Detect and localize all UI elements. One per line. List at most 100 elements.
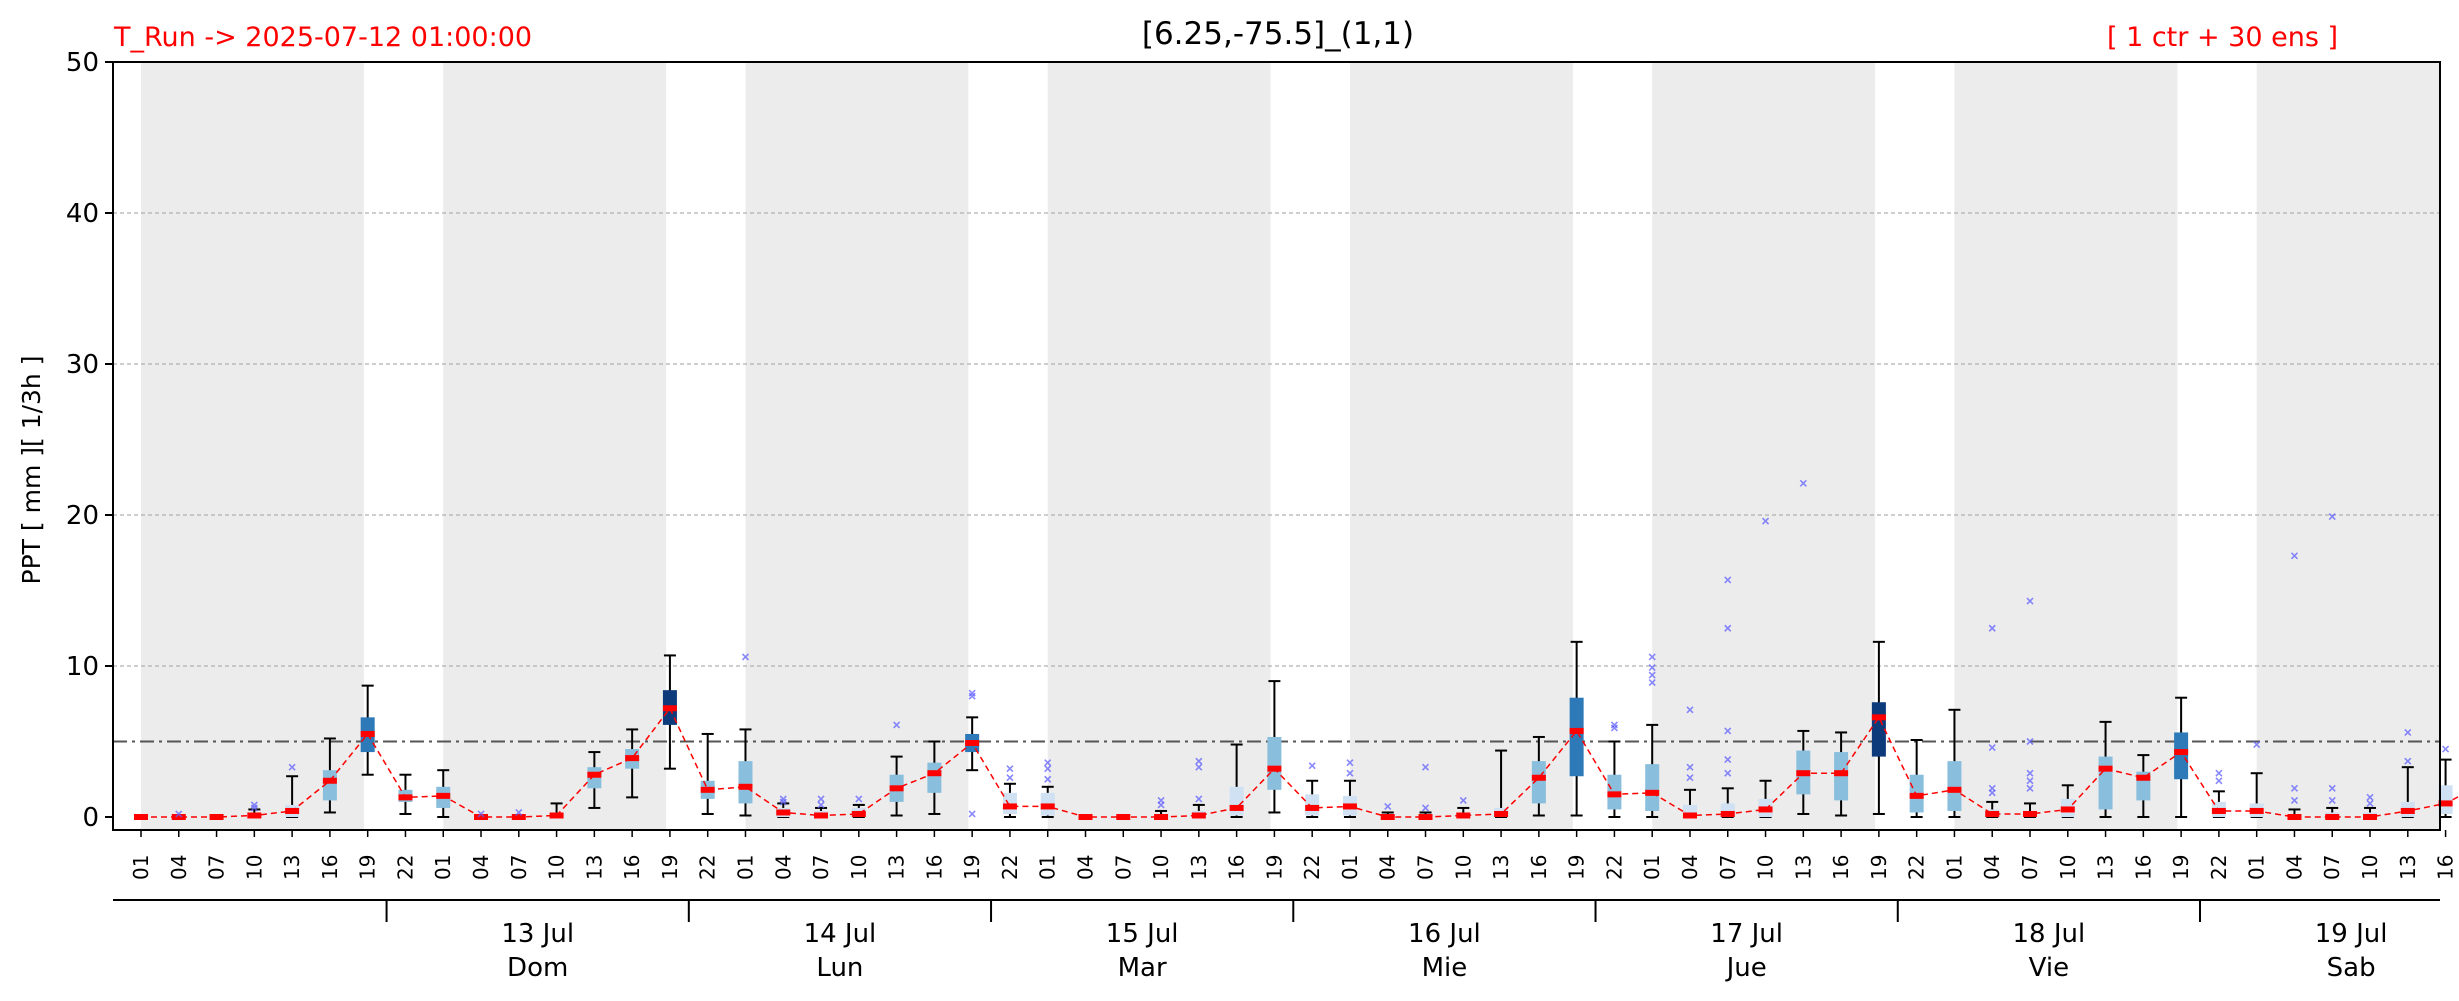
hour-label: 04	[1376, 855, 1400, 880]
outlier	[1346, 759, 1354, 767]
outlier	[779, 795, 787, 803]
median-marker	[2211, 807, 2226, 814]
outlier	[968, 810, 976, 818]
median-marker	[965, 740, 980, 747]
box-iqr	[1947, 761, 1962, 811]
hour-label: 16	[2434, 855, 2458, 880]
night-band	[1349, 62, 1573, 830]
median-marker	[1154, 814, 1169, 820]
box-iqr	[1834, 752, 1849, 801]
outlier	[855, 795, 863, 803]
median-marker	[1569, 727, 1584, 734]
outlier	[2328, 796, 2336, 804]
outlier	[250, 801, 258, 809]
outlier	[1648, 663, 1656, 672]
hour-label: 10	[242, 855, 266, 880]
outlier	[1384, 802, 1392, 810]
median-marker	[2400, 807, 2415, 814]
median-marker	[1871, 714, 1886, 721]
hour-label: 10	[1451, 855, 1475, 880]
median-marker	[1720, 810, 1735, 817]
hour-label: 07	[1414, 855, 1438, 880]
median-marker	[171, 814, 186, 820]
hour-label: 10	[2358, 855, 2382, 880]
hour-label: 04	[167, 855, 191, 880]
outlier	[1006, 774, 1014, 782]
day-weekday-label: Dom	[507, 953, 568, 983]
day-weekday-label: Jue	[1725, 953, 1767, 983]
hour-label: 04	[771, 855, 795, 880]
chart-title: [6.25,-75.5]_(1,1)	[1142, 16, 1414, 52]
box-39	[1607, 740, 1622, 818]
box-iqr	[1645, 764, 1660, 811]
box-iqr	[2098, 756, 2113, 810]
day-date-label: 17 Jul	[1710, 919, 1783, 949]
y-tick-label: 0	[82, 803, 99, 833]
median-marker	[1531, 774, 1546, 781]
hour-label: 13	[1489, 855, 1513, 880]
median-marker	[134, 814, 148, 820]
outlier	[1195, 795, 1203, 803]
outlier	[2215, 777, 2223, 785]
day-date-label: 19 Jul	[2315, 919, 2388, 949]
median-marker	[1607, 791, 1622, 798]
y-tick-label: 40	[66, 199, 99, 229]
box-54	[2174, 696, 2189, 818]
median-marker	[587, 771, 602, 778]
median-marker	[2438, 800, 2453, 807]
hour-label: 13	[1791, 855, 1815, 880]
hour-label: 22	[1300, 855, 1324, 880]
median-marker	[360, 730, 375, 737]
outlier	[1724, 576, 1732, 584]
outlier-points	[175, 479, 2450, 818]
hour-label: 01	[733, 855, 757, 880]
x-axis-hours: 01 04 07 10 13 16 19 22 01 04 07 10 13 16 19 22 01 04 07 10…	[129, 830, 2458, 880]
median-marker	[1834, 770, 1849, 777]
hour-label: 10	[545, 855, 569, 880]
box-21	[927, 740, 942, 815]
outlier	[2215, 769, 2223, 777]
hour-label: 16	[2131, 855, 2155, 880]
box-61	[2438, 758, 2453, 818]
outlier	[1988, 784, 1996, 792]
y-tick-label: 50	[66, 48, 99, 78]
outlier	[1648, 671, 1656, 679]
median-marker	[2363, 814, 2378, 820]
day-weekday-label: Mar	[1118, 953, 1167, 983]
median-marker	[209, 814, 224, 820]
outlier	[1006, 765, 1014, 773]
outlier	[1686, 706, 1694, 714]
median-marker	[1040, 803, 1055, 810]
outlier	[2290, 796, 2299, 804]
median-marker	[436, 792, 451, 799]
hour-label: 01	[1942, 855, 1966, 880]
night-band	[141, 62, 364, 830]
x-axis-days: 13 Jul Dom 14 Jul Lun 15 Jul Mar 16 Jul Mie 17 J…	[113, 899, 2440, 983]
hour-label: 01	[2245, 855, 2269, 880]
hour-label: 19	[356, 855, 380, 880]
outlier	[1610, 721, 1618, 729]
box-23	[1002, 782, 1017, 818]
hour-label: 13	[1187, 855, 1211, 880]
day-weekday-label: Mie	[1422, 953, 1468, 983]
night-band	[1652, 62, 1876, 830]
median-marker	[2060, 806, 2075, 813]
box-30	[1267, 680, 1282, 814]
outlier	[1724, 756, 1732, 764]
outlier	[2026, 777, 2034, 785]
night-band	[745, 62, 969, 830]
box-31	[1305, 779, 1320, 818]
box-15	[700, 732, 715, 815]
box-iqr	[1002, 792, 1017, 814]
box-iqr	[322, 770, 337, 801]
outlier	[175, 810, 183, 818]
outlier	[2026, 769, 2034, 777]
outlier	[2026, 597, 2034, 605]
median-marker	[700, 786, 715, 793]
hour-label: 19	[1262, 855, 1286, 880]
outlier	[1308, 762, 1316, 770]
median-marker	[1342, 803, 1357, 810]
box-iqr	[927, 762, 942, 793]
hour-label: 04	[2282, 855, 2306, 880]
hour-label: 22	[393, 855, 417, 880]
